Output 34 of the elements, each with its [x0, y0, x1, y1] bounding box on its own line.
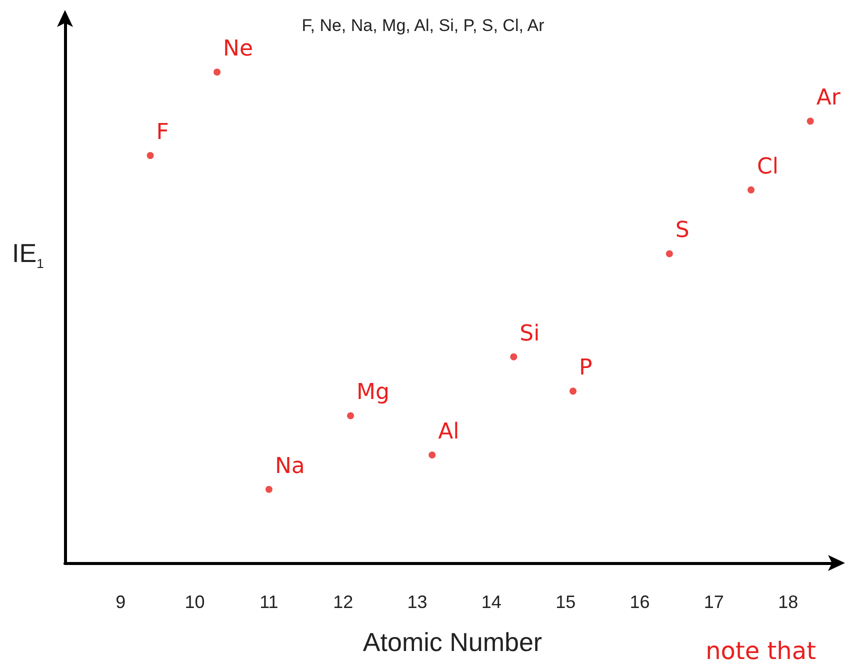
x-tick-label: 16 [630, 592, 650, 612]
annotation: Ar [816, 86, 842, 111]
point [265, 486, 272, 493]
annotation: S [675, 218, 690, 244]
annotation: F [156, 120, 169, 146]
x-tick-label: 15 [556, 592, 576, 612]
annotation: Al [438, 420, 460, 444]
point [347, 412, 354, 420]
annotation: Ne [223, 36, 254, 62]
annotation: Na [274, 454, 305, 479]
x-tick-label: 13 [407, 592, 428, 612]
text: note that [706, 637, 816, 663]
annotation: Cl [757, 154, 778, 180]
y-axis-title: IE$_{1}$ [12, 238, 44, 272]
x-tick-label: 18 [778, 592, 798, 612]
x-axis-title: Atomic Number [362, 627, 542, 657]
x-tick-label: 9 [116, 592, 126, 612]
x-tick-label: 10 [184, 592, 205, 612]
x-tick-label: 12 [333, 592, 354, 612]
annotation: Mg [356, 380, 390, 406]
point [428, 452, 436, 458]
x-tick-label: 14 [481, 592, 502, 612]
point [748, 186, 755, 194]
chart-title: F, Ne, Na, Mg, Al, Si, P, S, Cl, Ar [302, 16, 545, 35]
point [146, 152, 154, 160]
point [666, 250, 673, 258]
annotation: P [579, 356, 592, 381]
annotation: Si [520, 321, 540, 346]
point [570, 388, 577, 395]
x-tick-label: 17 [704, 592, 724, 612]
point [510, 353, 518, 360]
x-tick-label: 11 [260, 592, 278, 612]
point [806, 118, 814, 125]
point [214, 68, 221, 76]
